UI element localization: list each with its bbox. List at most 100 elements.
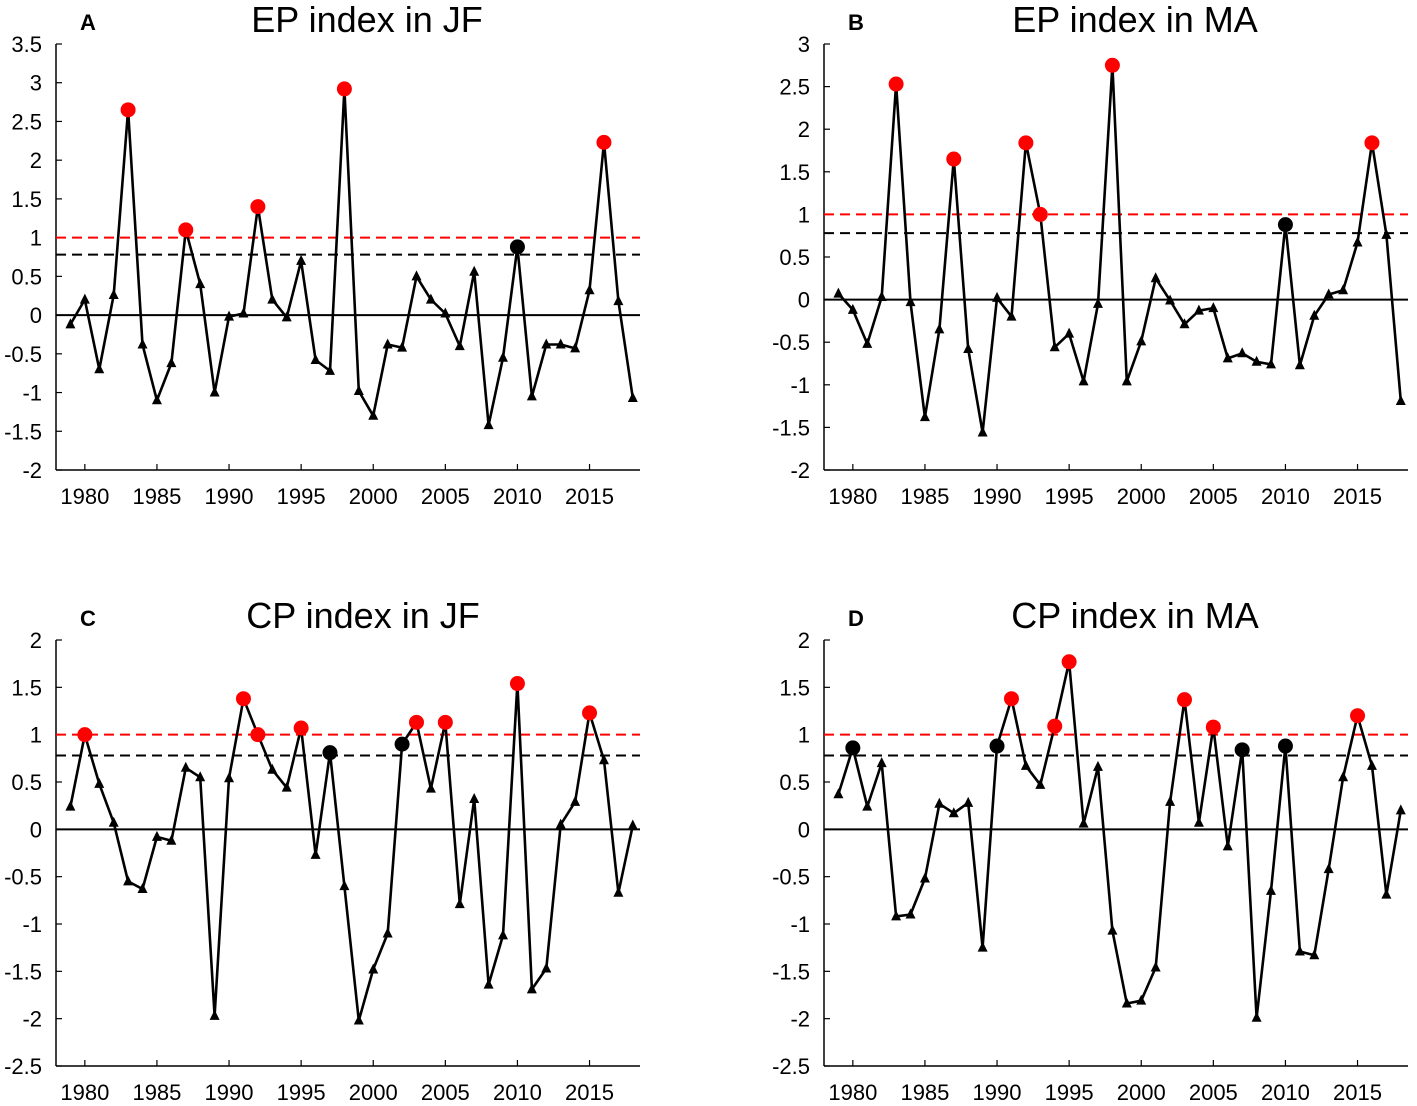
data-point xyxy=(1222,352,1233,363)
y-tick-label: -0.5 xyxy=(4,342,42,367)
data-point xyxy=(526,983,537,994)
y-tick-label: 1.5 xyxy=(779,160,810,185)
data-point xyxy=(310,354,321,365)
x-tick-label: 2005 xyxy=(1189,484,1238,509)
red-event-marker xyxy=(1205,719,1221,735)
data-point xyxy=(919,411,930,422)
x-tick-label: 1980 xyxy=(828,1080,877,1105)
data-point xyxy=(353,1014,364,1025)
panel-letter: A xyxy=(80,10,96,35)
data-point xyxy=(555,338,566,349)
black-event-marker xyxy=(1277,217,1293,233)
data-point xyxy=(570,342,581,353)
y-tick-label: -1 xyxy=(790,373,810,398)
data-point xyxy=(1193,816,1204,827)
y-tick-label: 2 xyxy=(798,117,810,142)
data-point xyxy=(382,338,393,349)
x-tick-label: 1990 xyxy=(973,484,1022,509)
black-event-marker xyxy=(989,738,1005,754)
data-point xyxy=(65,800,76,811)
red-event-marker xyxy=(336,81,352,97)
y-tick-label: 2 xyxy=(30,148,42,173)
data-point xyxy=(94,363,105,374)
data-point xyxy=(195,771,206,782)
x-tick-label: 1980 xyxy=(60,1080,109,1105)
data-point xyxy=(94,777,105,788)
y-tick-label: -2 xyxy=(22,458,42,483)
data-point xyxy=(151,830,162,841)
series-line xyxy=(837,64,1403,434)
y-tick-label: 0 xyxy=(798,288,810,313)
data-point xyxy=(108,816,119,827)
y-tick-label: -1.5 xyxy=(4,419,42,444)
data-point xyxy=(1251,1011,1262,1022)
red-event-marker xyxy=(946,151,962,167)
x-tick-label: 1985 xyxy=(132,484,181,509)
data-point xyxy=(238,307,249,318)
data-point xyxy=(1309,309,1320,320)
y-tick-label: 3 xyxy=(30,71,42,96)
data-point xyxy=(1323,863,1334,874)
data-point xyxy=(310,848,321,859)
y-tick-label: 1 xyxy=(30,226,42,251)
data-point xyxy=(833,788,844,799)
data-point xyxy=(1208,302,1219,313)
data-point xyxy=(541,962,552,973)
y-tick-label: -1.5 xyxy=(772,959,810,984)
data-point xyxy=(151,394,162,405)
data-point xyxy=(1395,394,1406,405)
data-point xyxy=(209,386,220,397)
data-point xyxy=(483,419,494,430)
data-point xyxy=(498,351,509,362)
data-point xyxy=(1064,327,1075,338)
data-point xyxy=(555,818,566,829)
panel-title: CP index in JF xyxy=(246,595,479,636)
plot-area: -2.5 -2 -1.5 -1 -0.5 0 0.5 1 1.5 2 1980 1985 1990 199… xyxy=(4,628,640,1105)
black-event-marker xyxy=(322,745,338,761)
x-tick-label: 1995 xyxy=(1045,1080,1094,1105)
red-event-marker xyxy=(437,714,453,730)
data-point xyxy=(425,293,436,304)
data-point xyxy=(180,761,191,772)
data-point xyxy=(195,278,206,289)
red-event-marker xyxy=(408,714,424,730)
data-point xyxy=(905,908,916,919)
red-event-marker xyxy=(582,705,598,721)
y-tick-label: -2.5 xyxy=(772,1054,810,1079)
panel-letter: B xyxy=(848,10,864,35)
data-point xyxy=(919,872,930,883)
data-point xyxy=(598,754,609,765)
y-tick-label: 0.5 xyxy=(11,264,42,289)
data-point xyxy=(977,426,988,437)
data-point xyxy=(166,834,177,845)
data-point xyxy=(123,875,134,886)
data-point xyxy=(613,295,624,306)
red-event-marker xyxy=(1061,654,1077,670)
data-point xyxy=(1352,236,1363,247)
red-event-marker xyxy=(1018,135,1034,151)
red-event-marker xyxy=(1350,708,1366,724)
red-event-marker xyxy=(178,222,194,238)
x-tick-label: 2000 xyxy=(1117,1080,1166,1105)
plot-area: -2.5 -2 -1.5 -1 -0.5 0 0.5 1 1.5 2 1980 1985 1990 199… xyxy=(772,628,1408,1105)
x-tick-label: 1990 xyxy=(205,484,254,509)
panel-c: C CP index in JF -2.5 -2 -1.5 -1 -0.5 0 0.5 1 1.… xyxy=(4,595,640,1105)
data-point xyxy=(469,265,480,276)
x-tick-label: 1985 xyxy=(900,1080,949,1105)
data-point xyxy=(876,757,887,768)
data-point xyxy=(1309,949,1320,960)
data-point xyxy=(948,807,959,818)
data-point xyxy=(570,795,581,806)
data-point xyxy=(992,291,1003,302)
data-point xyxy=(224,310,235,321)
x-tick-label: 2010 xyxy=(1261,1080,1310,1105)
y-tick-label: -1.5 xyxy=(772,415,810,440)
x-tick-label: 1990 xyxy=(205,1080,254,1105)
data-point xyxy=(1294,945,1305,956)
data-point xyxy=(1092,297,1103,308)
data-point xyxy=(862,337,873,348)
panel-d: D CP index in MA -2.5 -2 -1.5 -1 -0.5 0 0.5 1 1.… xyxy=(772,595,1408,1105)
data-point xyxy=(847,303,858,314)
y-tick-label: 1 xyxy=(798,723,810,748)
